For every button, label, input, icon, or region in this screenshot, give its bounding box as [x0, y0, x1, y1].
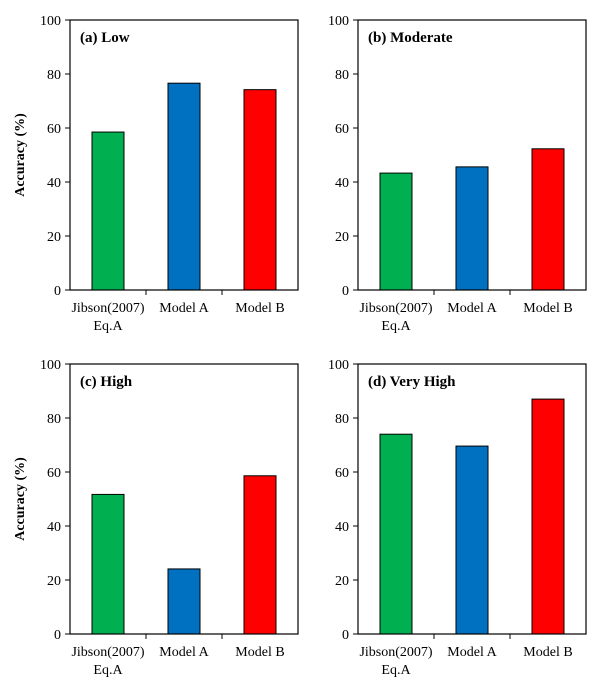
- x-category-label: Jibson(2007): [71, 301, 144, 316]
- y-tick-label: 0: [54, 628, 61, 643]
- y-tick-label: 80: [47, 68, 61, 83]
- y-tick-label: 0: [54, 284, 61, 299]
- panel-title: (b) Moderate: [368, 30, 453, 46]
- y-tick-label: 40: [335, 176, 349, 191]
- x-category-label: Eq.A: [381, 663, 411, 678]
- x-category-label: Jibson(2007): [359, 645, 432, 660]
- bar-2: [167, 82, 201, 291]
- y-tick-label: 40: [335, 520, 349, 535]
- bar-1: [91, 131, 125, 291]
- x-category-label: Jibson(2007): [71, 645, 144, 660]
- y-tick-label: 60: [47, 466, 61, 481]
- x-category-label: Model A: [447, 301, 497, 316]
- bar-2: [167, 568, 201, 635]
- y-tick-label: 60: [47, 122, 61, 137]
- y-tick-label: 40: [47, 176, 61, 191]
- x-category-label: Model A: [159, 301, 209, 316]
- y-tick-label: 100: [328, 358, 349, 373]
- chart-panel-3: 0 20 40 60 80 100 Jibson(2007) Eq.A Model A Model…: [13, 358, 299, 678]
- bar-3: [531, 148, 565, 291]
- y-tick-label: 40: [47, 520, 61, 535]
- plot-frame: [69, 363, 299, 635]
- x-category-label: Eq.A: [93, 663, 123, 678]
- y-tick-label: 0: [342, 628, 349, 643]
- y-tick-label: 20: [47, 574, 61, 589]
- plot-frame: [357, 19, 587, 291]
- y-axis-label: Accuracy (%): [13, 457, 28, 541]
- y-tick-label: 100: [40, 14, 61, 29]
- y-tick-label: 20: [335, 574, 349, 589]
- bar-3: [243, 475, 277, 635]
- chart-panel-4: 0 20 40 60 80 100 Jibson(2007) Eq.A Model A Model…: [328, 358, 587, 678]
- x-category-label: Eq.A: [93, 319, 123, 334]
- plot-frame: [69, 19, 299, 291]
- bar-2: [455, 166, 489, 291]
- y-tick-label: 100: [40, 358, 61, 373]
- x-category-label: Eq.A: [381, 319, 411, 334]
- y-tick-label: 80: [335, 412, 349, 427]
- x-category-label: Model B: [523, 645, 572, 660]
- x-category-label: Model B: [235, 301, 284, 316]
- y-tick-label: 20: [335, 230, 349, 245]
- bar-1: [379, 433, 413, 635]
- y-axis-label: Accuracy (%): [13, 113, 28, 197]
- chart-panel-1: 0 20 40 60 80 100 Jibson(2007) Eq.A Model A Model…: [13, 14, 299, 334]
- plot-frame: [357, 363, 587, 635]
- bar-3: [243, 89, 277, 291]
- x-category-label: Model B: [523, 301, 572, 316]
- x-category-label: Model A: [159, 645, 209, 660]
- y-tick-label: 60: [335, 466, 349, 481]
- panel-title: (a) Low: [80, 30, 130, 46]
- y-tick-label: 20: [47, 230, 61, 245]
- y-tick-label: 60: [335, 122, 349, 137]
- bar-1: [379, 172, 413, 291]
- x-category-label: Model A: [447, 645, 497, 660]
- y-tick-label: 80: [47, 412, 61, 427]
- y-tick-label: 100: [328, 14, 349, 29]
- bar-1: [91, 493, 125, 635]
- x-category-label: Model B: [235, 645, 284, 660]
- panel-title: (d) Very High: [368, 374, 456, 390]
- y-tick-label: 80: [335, 68, 349, 83]
- panel-title: (c) High: [80, 374, 133, 390]
- chart-panel-2: 0 20 40 60 80 100 Jibson(2007) Eq.A Model A Model…: [328, 14, 587, 334]
- y-tick-label: 0: [342, 284, 349, 299]
- bar-3: [531, 398, 565, 635]
- x-category-label: Jibson(2007): [359, 301, 432, 316]
- bar-2: [455, 445, 489, 635]
